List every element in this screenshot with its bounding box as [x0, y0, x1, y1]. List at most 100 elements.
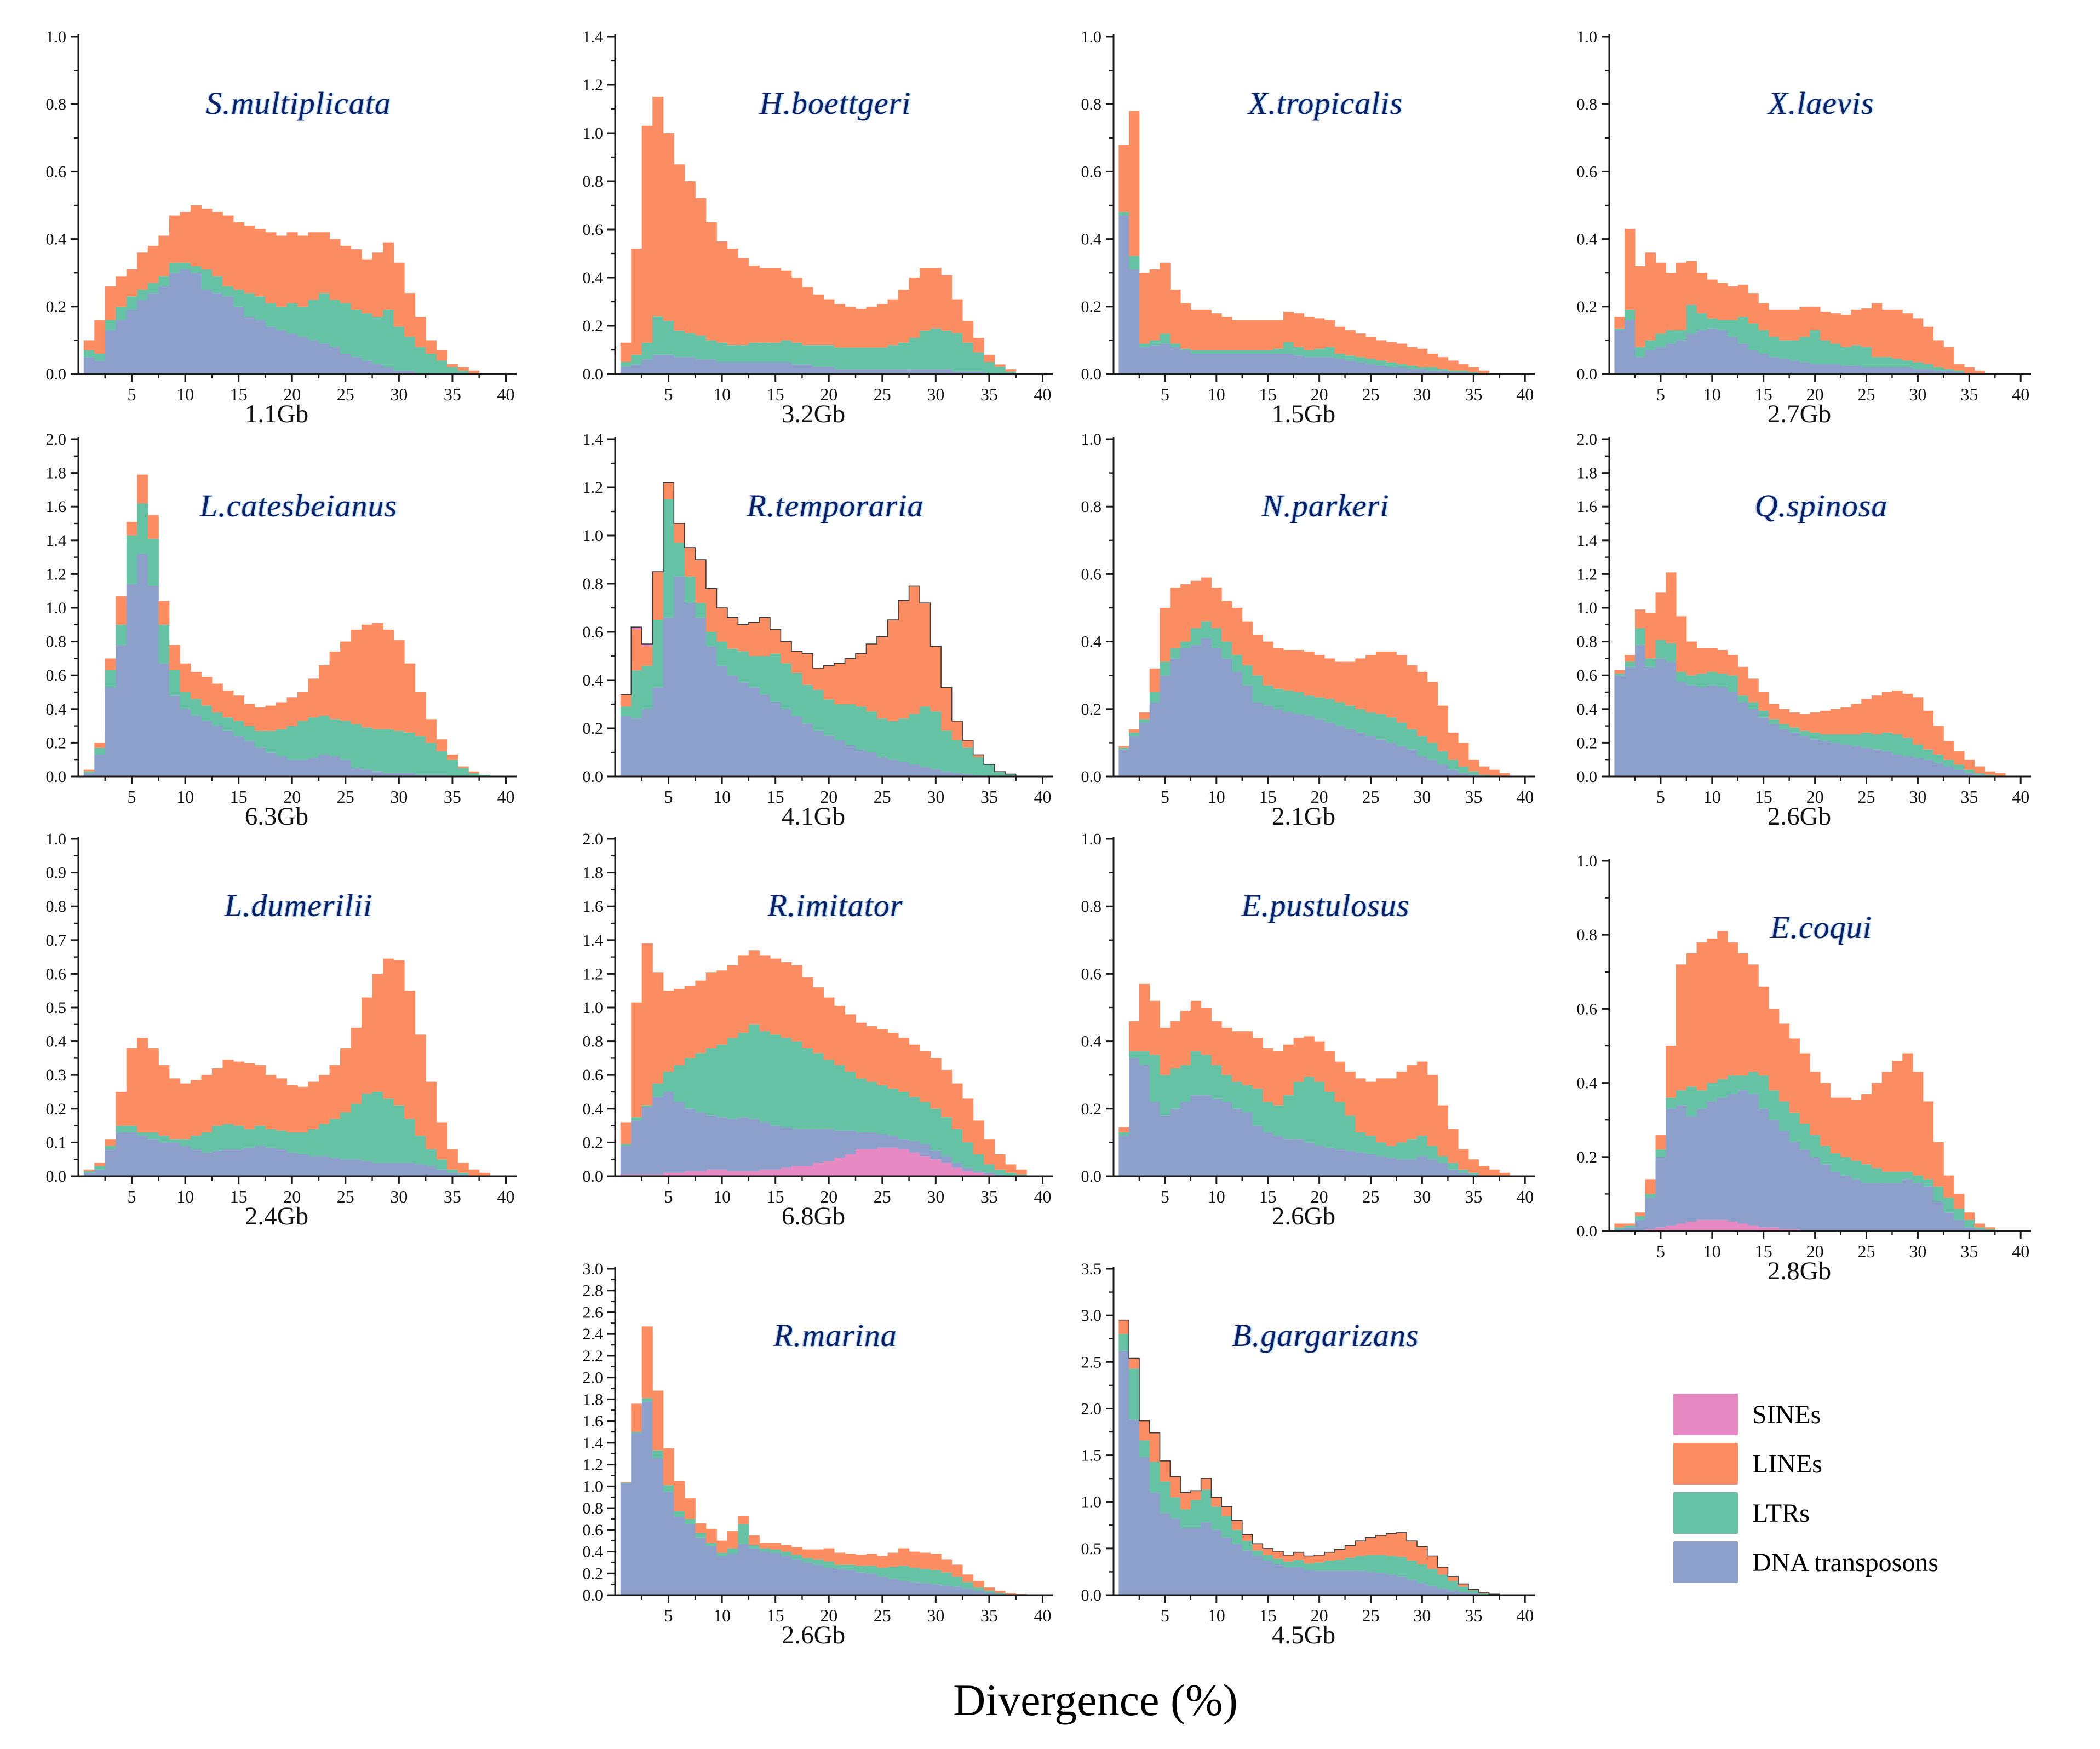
svg-text:1.2: 1.2 — [46, 565, 67, 583]
svg-text:0.4: 0.4 — [1081, 231, 1102, 249]
svg-text:1.4: 1.4 — [583, 30, 604, 46]
svg-text:0.5: 0.5 — [46, 999, 67, 1017]
svg-text:0.8: 0.8 — [1577, 95, 1598, 113]
svg-text:0.0: 0.0 — [583, 365, 604, 383]
genome-size-label: 2.6Gb — [781, 1621, 846, 1649]
svg-text:1.0: 1.0 — [46, 832, 67, 848]
svg-text:1.0: 1.0 — [583, 999, 604, 1017]
svg-text:0.3: 0.3 — [46, 1066, 67, 1084]
svg-text:0.0: 0.0 — [46, 1167, 67, 1186]
svg-text:15: 15 — [230, 384, 248, 402]
svg-text:0.0: 0.0 — [583, 1586, 604, 1604]
svg-text:5: 5 — [128, 384, 136, 402]
svg-text:25: 25 — [1858, 1241, 1875, 1259]
svg-text:25: 25 — [337, 1187, 354, 1205]
svg-text:15: 15 — [1755, 1241, 1772, 1259]
svg-text:40: 40 — [1034, 384, 1051, 402]
svg-text:35: 35 — [1465, 384, 1482, 402]
svg-text:5: 5 — [128, 1187, 136, 1205]
svg-text:1.0: 1.0 — [1577, 599, 1598, 617]
svg-text:0.8: 0.8 — [1081, 498, 1102, 516]
svg-text:30: 30 — [927, 1187, 944, 1205]
svg-text:1.4: 1.4 — [583, 1434, 604, 1452]
panel-r-imitator: R.imitator 0.0 0.2 0.4 0.6 0.8 1.0 1.2 1.4 1.6 1.… — [567, 832, 1060, 1231]
chart-canvas: 0.0 0.2 0.4 0.6 0.8 1.0 5 10 15 20 25 30 35 40 — [1081, 433, 1535, 805]
svg-text:5: 5 — [1656, 1241, 1665, 1259]
species-title: E.coqui — [1770, 910, 1872, 945]
svg-text:1.8: 1.8 — [46, 464, 67, 482]
svg-text:1.8: 1.8 — [583, 864, 604, 882]
svg-text:40: 40 — [1516, 384, 1534, 402]
panel-r-temporaria: R.temporaria 0.0 0.2 0.4 0.6 0.8 1.0 1.2 1.4 5 10… — [567, 433, 1060, 831]
svg-text:0.0: 0.0 — [1081, 1167, 1102, 1186]
svg-text:5: 5 — [128, 787, 136, 805]
species-title: X.laevis — [1768, 85, 1874, 121]
svg-text:1.2: 1.2 — [583, 479, 604, 497]
svg-text:10: 10 — [176, 1187, 194, 1205]
svg-text:0.4: 0.4 — [1081, 1033, 1102, 1051]
svg-text:0.5: 0.5 — [1081, 1540, 1102, 1558]
svg-text:0.0: 0.0 — [1577, 1222, 1598, 1240]
legend-item-dna-transposons: DNA transposons — [1673, 1541, 1938, 1583]
svg-text:5: 5 — [664, 787, 673, 805]
panel-h-boettgeri: H.boettgeri 0.0 0.2 0.4 0.6 0.8 1.0 1.2 1.4 5 10 1… — [567, 30, 1060, 429]
svg-text:40: 40 — [1034, 1606, 1051, 1624]
legend-item-sines: SINEs — [1673, 1394, 1938, 1435]
legend-label: LINEs — [1752, 1449, 1822, 1478]
svg-text:0.2: 0.2 — [1081, 700, 1102, 718]
svg-text:0.6: 0.6 — [1577, 1000, 1598, 1018]
panel-n-parkeri: N.parkeri 0.0 0.2 0.4 0.6 0.8 1.0 5 10 15 20 25 30 3… — [1065, 433, 1542, 831]
svg-text:0.6: 0.6 — [583, 221, 604, 239]
svg-text:20: 20 — [283, 787, 301, 805]
svg-text:0.0: 0.0 — [583, 1167, 604, 1186]
chart-canvas: 0.0 0.2 0.4 0.6 0.8 1.0 1.2 1.4 1.6 1.8 2.0 5 10 15 20… — [583, 832, 1053, 1205]
svg-text:0.0: 0.0 — [583, 768, 604, 786]
svg-text:1.0: 1.0 — [583, 124, 604, 142]
svg-text:5: 5 — [664, 1606, 673, 1624]
svg-text:30: 30 — [927, 1606, 944, 1624]
svg-text:40: 40 — [2012, 787, 2029, 805]
chart-canvas: 0.0 0.2 0.4 0.6 0.8 1.0 1.2 1.4 1.6 1.8 2.0 5 10 15 20… — [1577, 433, 2031, 805]
svg-text:0.6: 0.6 — [1577, 163, 1598, 181]
svg-text:35: 35 — [980, 1606, 998, 1624]
svg-text:0.8: 0.8 — [1081, 897, 1102, 916]
sines-swatch — [1673, 1394, 1738, 1435]
svg-text:3.0: 3.0 — [1081, 1307, 1102, 1325]
svg-text:5: 5 — [1161, 384, 1169, 402]
svg-text:30: 30 — [1413, 1187, 1431, 1205]
svg-text:1.0: 1.0 — [46, 599, 67, 617]
svg-text:30: 30 — [1413, 787, 1431, 805]
svg-text:1.8: 1.8 — [583, 1390, 604, 1408]
svg-text:20: 20 — [1806, 1241, 1824, 1259]
svg-text:2.0: 2.0 — [1577, 433, 1598, 448]
svg-text:20: 20 — [283, 384, 301, 402]
svg-text:20: 20 — [1311, 1606, 1328, 1624]
svg-text:15: 15 — [1259, 787, 1277, 805]
chart-canvas: 0.0 0.2 0.4 0.6 0.8 1.0 5 10 15 20 25 30 35 40 — [1081, 832, 1535, 1205]
panel-l-dumerilii: L.dumerilii 0.0 0.1 0.2 0.3 0.4 0.5 0.6 0.7 0.8 0… — [30, 832, 523, 1231]
svg-text:0.6: 0.6 — [1081, 163, 1102, 181]
svg-text:3.5: 3.5 — [1081, 1262, 1102, 1278]
svg-text:0.6: 0.6 — [583, 623, 604, 641]
species-title: Q.spinosa — [1754, 488, 1888, 523]
legend-label: LTRs — [1752, 1498, 1810, 1528]
svg-text:0.8: 0.8 — [583, 172, 604, 191]
svg-text:0.6: 0.6 — [1577, 666, 1598, 684]
svg-text:0.6: 0.6 — [46, 163, 67, 181]
svg-text:0.2: 0.2 — [1577, 1148, 1598, 1166]
svg-text:0.4: 0.4 — [46, 1033, 67, 1051]
svg-text:30: 30 — [1909, 787, 1926, 805]
svg-text:0.4: 0.4 — [46, 231, 67, 249]
svg-text:35: 35 — [1960, 384, 1978, 402]
svg-text:0.4: 0.4 — [1577, 231, 1598, 249]
legend: SINEs LINEs LTRs DNA transposons — [1673, 1394, 1938, 1583]
panel-l-catesbeianus: L.catesbeianus 0.0 0.2 0.4 0.6 0.8 1.0 1.2 1.4 1… — [30, 433, 523, 831]
panel-r-marina: R.marina 0.0 0.2 0.4 0.6 0.8 1.0 1.2 1.4 1.6 1.8 2… — [567, 1262, 1060, 1650]
svg-text:15: 15 — [1259, 1187, 1277, 1205]
svg-text:1.6: 1.6 — [46, 498, 67, 516]
svg-text:1.4: 1.4 — [583, 433, 604, 448]
svg-text:40: 40 — [1516, 1187, 1534, 1205]
svg-text:10: 10 — [713, 1606, 731, 1624]
svg-text:15: 15 — [230, 787, 248, 805]
svg-text:25: 25 — [1362, 787, 1380, 805]
